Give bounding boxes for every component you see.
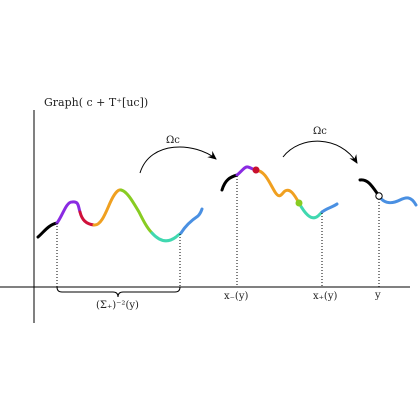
x-minus-label: x₋(y): [224, 291, 248, 302]
middle-curve-teal-segment: [297, 201, 324, 220]
left-arrow-label: Ωc: [166, 135, 180, 146]
y-label: y: [374, 290, 381, 301]
x-plus-label: x₊(y): [313, 291, 337, 302]
left-curve-red-segment: [78, 210, 96, 227]
left-curve: [36, 188, 204, 243]
left-curve-teal-segment: [150, 231, 183, 243]
middle-curve-red-node: [252, 166, 260, 174]
left-curve-blue-segment: [179, 207, 204, 235]
graph-title: Graph( c + T⁺[uc]): [44, 96, 148, 109]
brace-label: (Σ₊)⁻²(y): [96, 300, 139, 311]
right-arrow: [282, 140, 358, 164]
middle-curve-blue-segment: [320, 202, 339, 214]
middle-curve-black-segment: [220, 173, 239, 192]
right-curve-blue-segment: [377, 194, 418, 207]
right-curve-black-segment: [358, 178, 381, 198]
middle-curve: [220, 165, 339, 220]
right-curve: [358, 178, 418, 207]
left-curve-orange-segment: [92, 188, 123, 227]
brace: [56, 286, 181, 298]
right-curve-open-node: [375, 192, 383, 200]
left-arrow: [139, 146, 217, 174]
left-curve-black-segment: [36, 221, 59, 239]
middle-curve-orange-segment: [254, 168, 301, 205]
right-arrow-label: Ωc: [313, 126, 327, 137]
left-curve-green-segment: [119, 188, 154, 235]
left-curve-purple-segment: [55, 200, 82, 225]
middle-curve-green-node: [295, 199, 303, 207]
